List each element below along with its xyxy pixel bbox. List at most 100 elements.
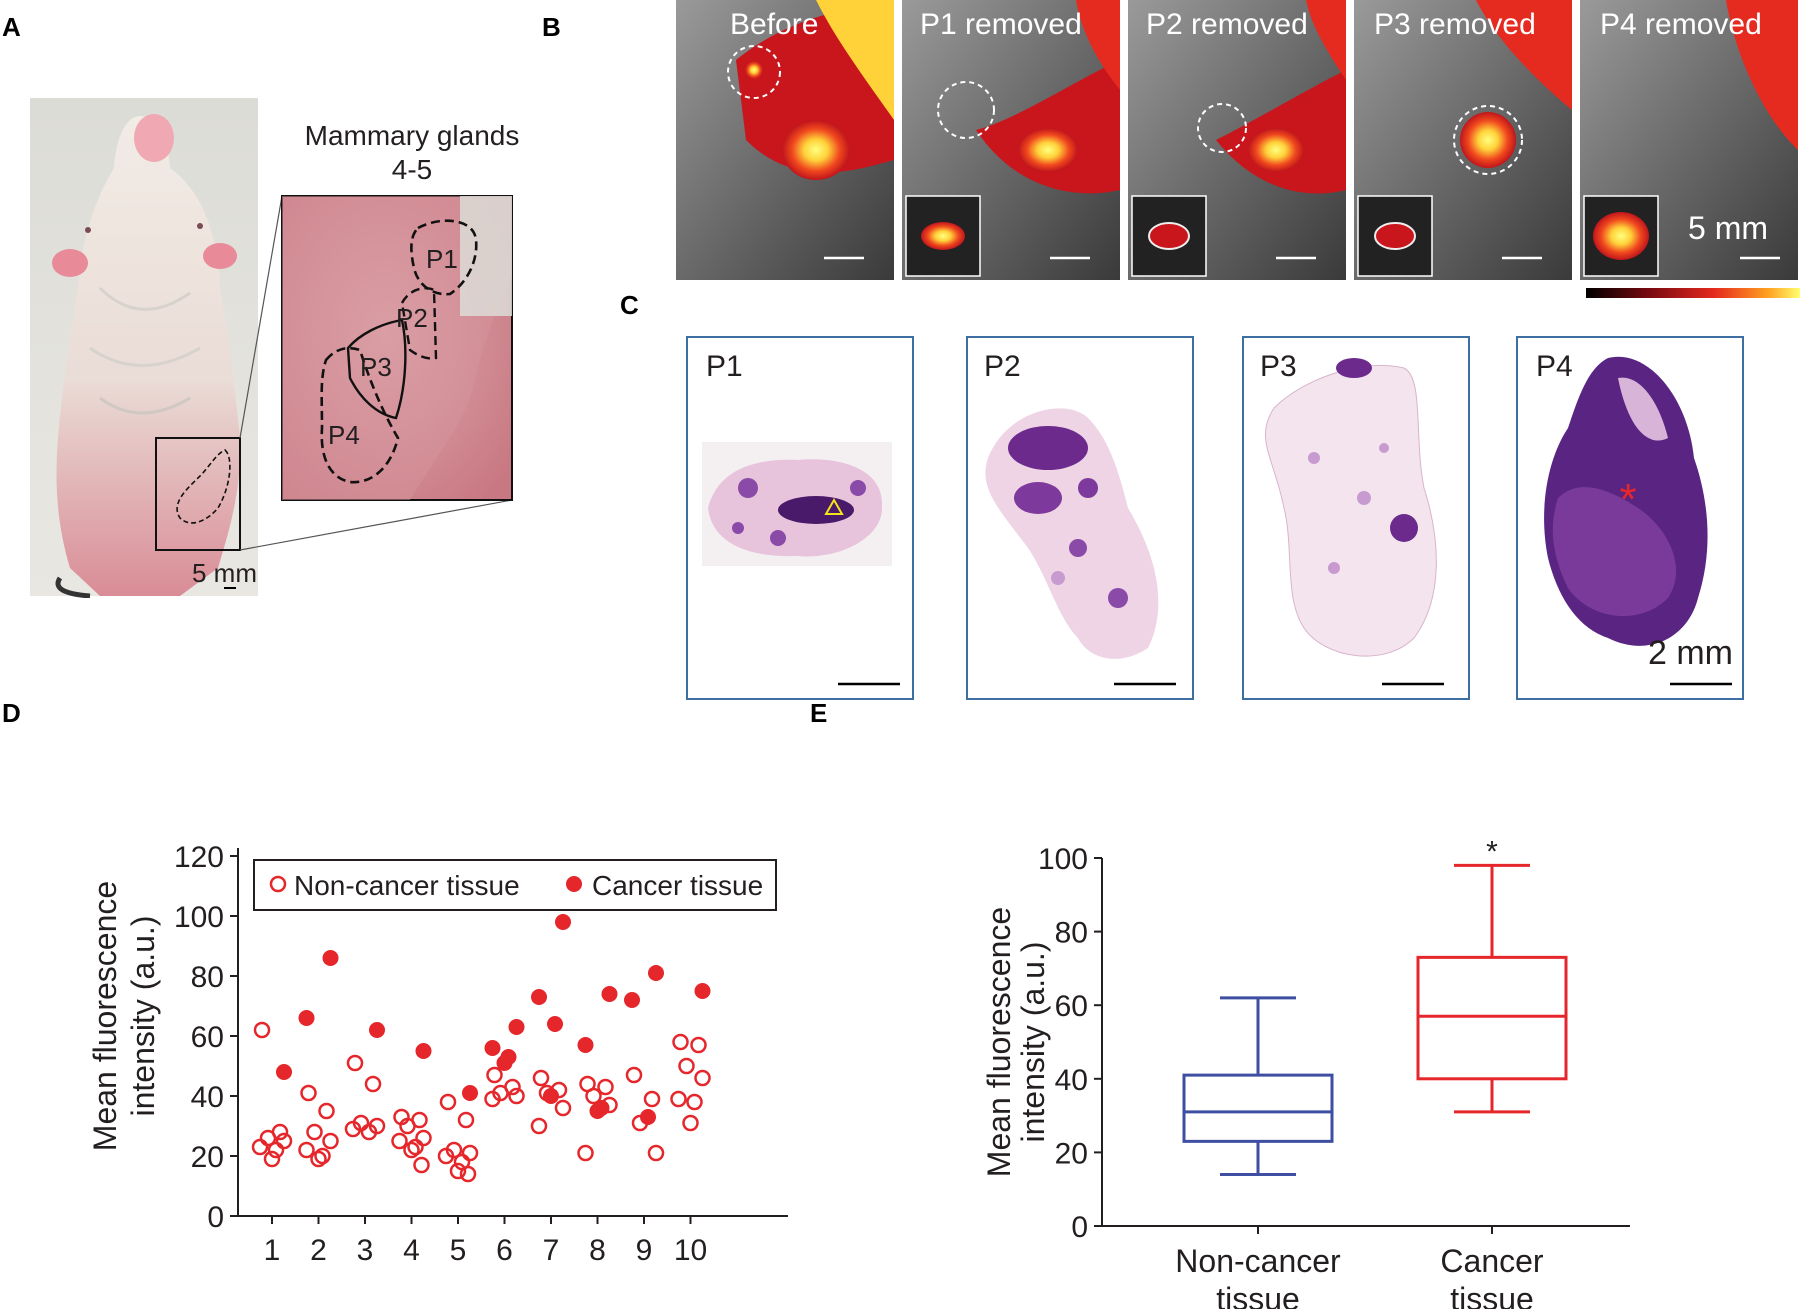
data-point-non-cancer [682, 1114, 699, 1132]
y-tick-label: 60 [191, 1021, 224, 1054]
data-point-cancer [462, 1085, 478, 1101]
x-category-label-line1: Non-cancer [1175, 1243, 1341, 1279]
intensity-colorbar [1586, 288, 1800, 298]
data-point-non-cancer [461, 1144, 479, 1162]
frame-p4-removed [1580, 0, 1798, 280]
histology-p1 [686, 336, 914, 700]
data-point-non-cancer [643, 1090, 661, 1108]
region-label-p1: P1 [426, 244, 458, 274]
y-axis-title-line2: intensity (a.u.) [125, 916, 161, 1117]
data-point-cancer [694, 983, 711, 999]
x-category-label-line1: Cancer [1440, 1243, 1544, 1279]
y-tick-label: 40 [1055, 1064, 1088, 1097]
data-point-non-cancer [678, 1057, 695, 1075]
data-point-cancer [276, 1064, 292, 1080]
data-point-cancer [555, 914, 571, 930]
data-point-cancer [640, 1109, 656, 1125]
histology-p4: * [1516, 336, 1744, 700]
chart-d-scatter: 0 20 40 60 80 100 120 1 2 3 4 5 6 7 8 9 10 Mean fluoresce… [87, 841, 788, 1267]
data-point-non-cancer [449, 1162, 467, 1180]
mouse-photo [30, 98, 513, 599]
section-label-p4: P4 [1536, 350, 1573, 383]
data-point-non-cancer [625, 1066, 643, 1084]
data-point-non-cancer [486, 1066, 503, 1084]
data-point-cancer [543, 1088, 559, 1104]
data-point-non-cancer [310, 1150, 327, 1168]
frame-label-p3-removed: P3 removed [1374, 8, 1536, 41]
x-tick-label: 5 [450, 1234, 467, 1267]
data-point-non-cancer [391, 1132, 408, 1150]
data-point-non-cancer [346, 1054, 364, 1072]
scale-bar-label-a: 5 mm [192, 558, 257, 588]
data-point-non-cancer [267, 1141, 285, 1159]
x-tick-label: 4 [403, 1234, 420, 1267]
data-point-non-cancer [360, 1123, 378, 1141]
panel-label-d: D [2, 698, 21, 728]
panel-label-b: B [542, 12, 561, 42]
y-axis-title-line1: Mean fluorescence [87, 881, 123, 1151]
frame-label-p2-removed: P2 removed [1146, 8, 1308, 41]
data-point-cancer [496, 1055, 513, 1071]
panel-label-c: C [620, 290, 639, 320]
data-point-cancer [369, 1022, 385, 1038]
frame-label-before: Before [730, 8, 819, 41]
region-p2-outline [400, 287, 438, 360]
panel-label-e: E [810, 698, 828, 728]
histology-p2 [966, 336, 1194, 700]
data-point-non-cancer [597, 1078, 614, 1096]
data-point-non-cancer [459, 1165, 477, 1183]
data-point-non-cancer [415, 1129, 432, 1147]
svg-text:*: * [1619, 475, 1636, 524]
data-point-non-cancer [314, 1147, 331, 1165]
data-point-non-cancer [508, 1087, 525, 1105]
data-point-cancer [648, 965, 664, 981]
data-point-non-cancer [407, 1138, 424, 1156]
y-tick-label: 100 [174, 901, 224, 934]
data-point-cancer [577, 1037, 594, 1053]
chart-e-boxplot: 020406080100Non-cancertissue*Cancertissu… [981, 835, 1630, 1309]
x-tick-label: 1 [264, 1234, 281, 1267]
x-category-label-line2: tissue [1216, 1281, 1300, 1309]
frame-label-p1-removed: P1 removed [920, 8, 1082, 41]
x-category-label-line2: tissue [1450, 1281, 1534, 1309]
data-point-non-cancer [439, 1093, 457, 1111]
data-point-non-cancer [647, 1144, 665, 1162]
data-point-non-cancer [300, 1084, 317, 1102]
data-point-non-cancer [399, 1117, 416, 1135]
data-point-non-cancer [532, 1069, 550, 1087]
histology-p3 [1242, 336, 1470, 700]
y-tick-label: 100 [1038, 843, 1088, 876]
y-axis-title-line2: intensity (a.u.) [1015, 942, 1051, 1143]
data-point-non-cancer [672, 1033, 689, 1051]
box-iqr [1416, 955, 1568, 1081]
region-p4-outline [320, 346, 400, 484]
frame-p1-removed [902, 0, 1120, 280]
region-label-p3: P3 [360, 352, 392, 382]
data-point-cancer [298, 1010, 315, 1026]
y-tick-label: 80 [1055, 917, 1088, 950]
data-point-non-cancer [457, 1111, 475, 1129]
y-axis-title-line1: Mean fluorescence [981, 907, 1017, 1177]
data-point-cancer [601, 986, 618, 1002]
y-tick-label: 0 [207, 1201, 224, 1234]
data-point-non-cancer [306, 1123, 323, 1141]
data-point-non-cancer [437, 1147, 455, 1165]
data-point-non-cancer [253, 1021, 271, 1039]
y-tick-label: 0 [1071, 1211, 1088, 1244]
section-label-p2: P2 [984, 350, 1021, 383]
data-point-non-cancer [263, 1150, 281, 1168]
y-tick-label: 80 [191, 961, 224, 994]
data-point-non-cancer [690, 1036, 707, 1054]
frame-p3-removed [1354, 0, 1572, 280]
legend-marker-cancer [566, 876, 582, 892]
y-tick-label: 20 [191, 1141, 224, 1174]
panel-a: Mammary glands 4-5 P1 P2 P3 P4 5 mm [30, 98, 590, 599]
data-point-non-cancer [530, 1117, 548, 1135]
data-point-non-cancer [318, 1102, 335, 1120]
x-tick-label: 6 [496, 1234, 513, 1267]
data-point-non-cancer [251, 1138, 269, 1156]
region-label-p4: P4 [328, 420, 360, 450]
frame-p2-removed [1128, 0, 1346, 280]
data-point-non-cancer [403, 1141, 420, 1159]
data-point-non-cancer [577, 1144, 594, 1162]
